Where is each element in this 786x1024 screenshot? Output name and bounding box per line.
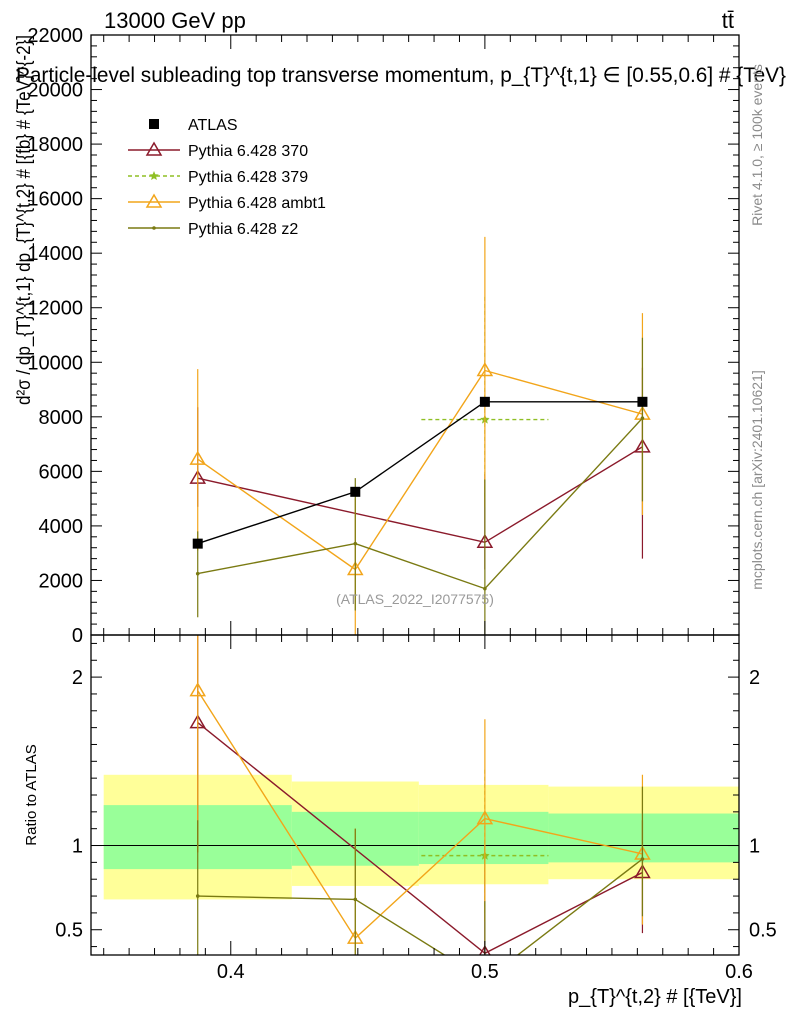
legend-label-pythia-6-428-379: Pythia 6.428 379 [188,169,308,186]
main-y-axis-label: d²σ / dp_{T}^{t,1} dp_{T}^{t,2} # [{fb} … [14,35,35,405]
ratio-point-pythia-6-428-ambt1-2 [476,810,494,825]
chart-title: Particle-level subleading top transverse… [16,64,786,87]
ratio-y-tick-label-right-1: 1 [749,836,760,858]
main-y-tick-label-9: 18000 [27,134,83,156]
watermark: (ATLAS_2022_I2077575) [336,591,494,607]
main-line-atlas [197,401,643,545]
ratio-point-pythia-6-428-z2-1 [353,897,358,902]
main-series-pythia-6-428-ambt1 [189,236,651,635]
main-y-tick-label-2: 4000 [39,516,84,538]
main-line-pythia-6-428-370 [197,446,643,544]
legend-marker-atlas [149,119,159,129]
ratio-line-pythia-6-428-ambt1 [197,690,643,940]
main-point-pythia-6-428-z2-1 [353,541,358,546]
main-point-pythia-6-428-z2-3 [640,416,645,420]
main-series-atlas [192,396,648,549]
x-axis-label: p_{T}^{t,2} # [{TeV}] [568,986,742,1008]
legend-marker-pythia-6-428-z2 [152,226,156,230]
main-y-tick-label-7: 14000 [27,243,83,265]
legend-item-pythia-6-428-z2: Pythia 6.428 z2 [128,221,298,238]
header-left-label: 13000 GeV pp [104,8,246,33]
main-y-tick-label-0: 0 [72,625,83,647]
main-y-tick-label-3: 6000 [39,461,84,483]
legend-marker-pythia-6-428-379 [149,171,159,180]
legend: ATLAS Pythia 6.428 370 Pythia 6.428 379 Pyt… [128,117,326,238]
main-y-tick-label-5: 10000 [27,352,83,374]
legend-marker-pythia-6-428-370 [145,141,163,156]
main-y-tick-label-4: 8000 [39,407,84,429]
ratio-line-pythia-6-428-z2 [197,858,643,955]
legend-item-pythia-6-428-379: Pythia 6.428 379 [128,169,308,186]
legend-item-pythia-6-428-370: Pythia 6.428 370 [128,141,308,160]
x-tick-label-0: 0.4 [217,961,245,983]
axes-layer: 0 2000 4000 6000 8000 10000 12000 14000 16000 180… [27,25,776,983]
mcplots-label: mcplots.cern.ch [arXiv:2401.10621] [749,370,765,589]
ratio-band-inner-3 [548,813,739,863]
legend-label-pythia-6-428-ambt1: Pythia 6.428 ambt1 [188,195,326,212]
main-y-tick-label-8: 16000 [27,189,83,211]
main-y-tick-label-11: 22000 [27,25,83,47]
main-y-tick-label-6: 12000 [27,298,83,320]
x-tick-label-2: 0.6 [725,961,753,983]
main-series-pythia-6-428-z2 [195,337,645,635]
ratio-y-tick-label-right-0: 0.5 [749,920,777,942]
legend-marker-pythia-6-428-ambt1 [145,193,163,208]
ratio-point-pythia-6-428-z2-0 [195,894,200,898]
main-series-pythia-6-428-370 [189,367,651,570]
ratio-y-tick-label-2: 2 [72,667,83,689]
main-series-layer [189,236,651,635]
ratio-uncertainty-bands [103,774,739,900]
main-y-tick-label-1: 2000 [39,570,84,592]
ratio-y-tick-label-0: 0.5 [55,920,83,942]
main-point-pythia-6-428-ambt1-0 [189,450,207,465]
main-point-pythia-6-428-ambt1-2 [476,361,494,377]
main-point-pythia-6-428-z2-2 [483,586,487,591]
x-tick-label-1: 0.5 [471,961,499,983]
legend-label-pythia-6-428-370: Pythia 6.428 370 [188,143,308,160]
main-point-pythia-6-428-z2-0 [195,571,200,576]
legend-label-atlas: ATLAS [188,117,238,134]
ratio-point-pythia-6-428-z2-3 [640,857,645,861]
ratio-point-pythia-6-428-ambt1-0 [189,682,207,697]
legend-item-pythia-6-428-ambt1: Pythia 6.428 ambt1 [128,193,326,212]
main-point-atlas-1 [350,486,361,497]
ratio-series-pythia-6-428-z2 [195,786,645,955]
ratio-point-pythia-6-428-370-1 [478,944,491,955]
main-point-atlas-0 [192,538,203,549]
main-point-atlas-2 [479,396,490,407]
main-point-atlas-3 [637,396,648,407]
legend-label-pythia-6-428-z2: Pythia 6.428 z2 [188,221,298,238]
main-y-tick-label-10: 20000 [27,80,83,102]
legend-item-atlas: ATLAS [149,117,238,134]
main-line-pythia-6-428-z2 [197,417,643,590]
header-right-label: tt̄ [722,8,734,33]
ratio-y-tick-label-1: 1 [72,836,83,858]
ratio-y-axis-label: Ratio to ATLAS [23,744,40,845]
rivet-label: Rivet 4.1.0, ≥ 100k events [749,64,765,226]
main-line-pythia-6-428-ambt1 [197,369,643,571]
ratio-y-tick-label-right-2: 2 [749,667,760,689]
